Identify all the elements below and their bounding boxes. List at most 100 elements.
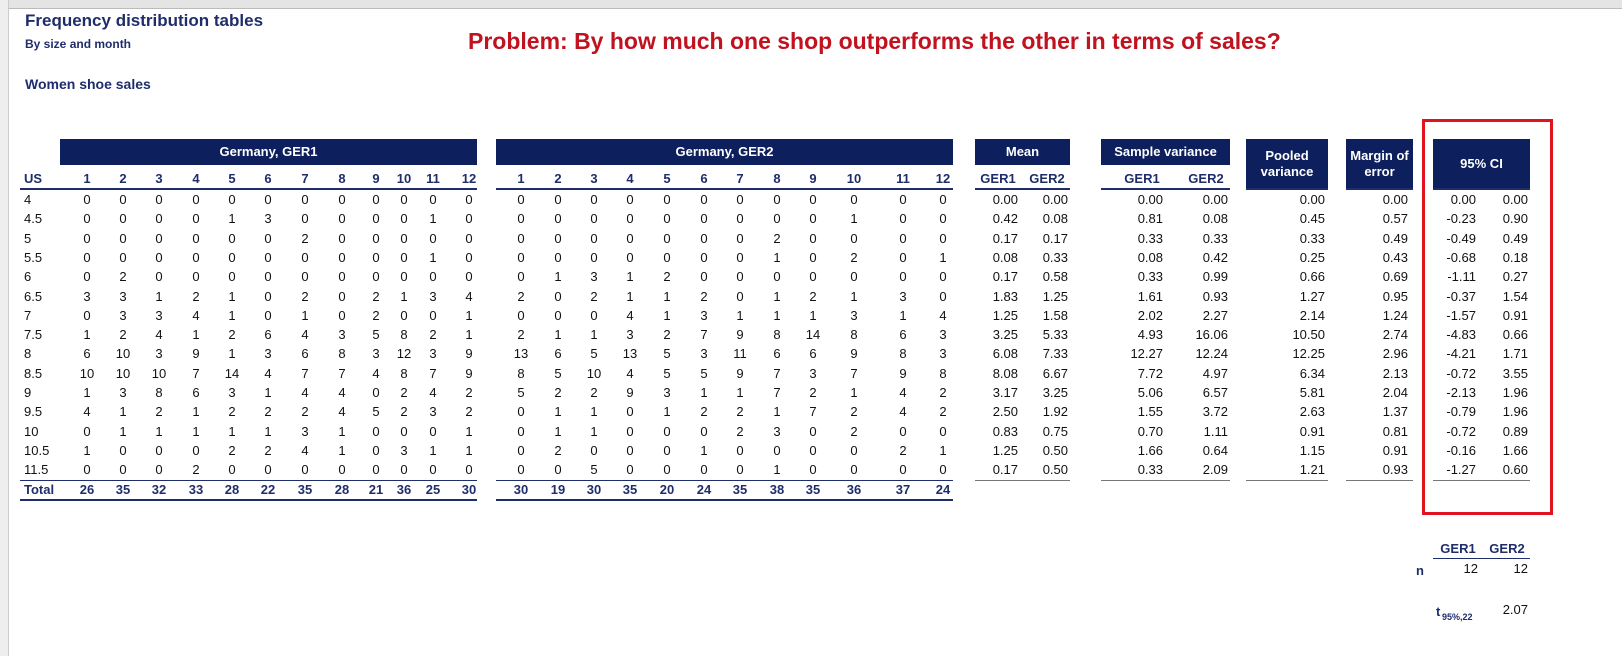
confidence-bound: 3.55 [1502, 365, 1528, 381]
count: 3 [429, 404, 437, 420]
count: 5 [663, 346, 671, 362]
count: 0 [700, 192, 708, 207]
count: 0 [554, 462, 562, 478]
count: 2 [736, 404, 744, 420]
count: 3 [155, 307, 163, 323]
count: 9 [192, 346, 200, 362]
count: 1 [773, 249, 781, 265]
count: 5 [590, 462, 598, 478]
count: 1 [228, 288, 236, 304]
mean: 0.50 [1042, 462, 1068, 478]
mean: 0.42 [992, 211, 1018, 227]
margin-of-error: 0.81 [1382, 423, 1408, 439]
count: 10 [115, 365, 131, 381]
count: 0 [736, 269, 744, 285]
month-header: 2 [554, 171, 562, 186]
highlight-box [1422, 119, 1553, 515]
shop-header: GER1 [1124, 171, 1160, 186]
count: 1 [554, 404, 562, 420]
count: 0 [517, 192, 525, 207]
confidence-bound: 0.89 [1502, 423, 1528, 439]
count: 0 [517, 423, 525, 439]
size-label: 5 [24, 230, 32, 246]
count: 0 [700, 423, 708, 439]
variance: 4.93 [1137, 327, 1163, 343]
margin-of-error: 0.43 [1382, 249, 1408, 265]
total: 32 [151, 482, 167, 497]
count: 0 [465, 249, 473, 265]
count: 8 [400, 365, 408, 381]
variance: 0.70 [1137, 423, 1163, 439]
count: 1 [939, 442, 947, 458]
count: 0 [626, 442, 634, 458]
variance: 2.02 [1137, 307, 1163, 323]
count: 0 [899, 249, 907, 265]
total: 33 [188, 482, 204, 497]
count: 0 [939, 423, 947, 439]
count: 4 [83, 404, 91, 420]
month-header: 5 [663, 171, 671, 186]
margin-of-error: 0.69 [1382, 269, 1408, 285]
rule [1101, 480, 1230, 481]
count: 6 [264, 327, 272, 343]
variance: 0.64 [1202, 442, 1228, 458]
confidence-bound: -1.27 [1446, 462, 1476, 478]
mean: 0.58 [1042, 269, 1068, 285]
count: 0 [554, 307, 562, 323]
rule [496, 499, 953, 501]
count: 7 [773, 365, 781, 381]
count: 2 [264, 404, 272, 420]
count: 0 [192, 211, 200, 227]
count: 2 [590, 385, 598, 400]
count: 1 [939, 249, 947, 265]
count: 3 [590, 269, 598, 285]
count: 0 [119, 442, 127, 458]
count: 0 [429, 423, 437, 439]
variance: 4.97 [1202, 365, 1228, 381]
mean: 2.50 [992, 404, 1018, 420]
count: 1 [264, 423, 272, 439]
mean: 8.08 [992, 365, 1018, 381]
mean: 0.17 [992, 462, 1018, 478]
mean: 1.25 [1042, 288, 1068, 304]
count: 0 [939, 230, 947, 246]
variance: 0.81 [1137, 211, 1163, 227]
month-header: 6 [264, 171, 272, 186]
count: 0 [809, 249, 817, 265]
count: 2 [517, 288, 525, 304]
confidence-bound: -4.21 [1446, 346, 1476, 362]
count: 4 [155, 327, 163, 343]
count: 0 [228, 230, 236, 246]
confidence-bound: 0.00 [1502, 192, 1528, 207]
count: 4 [192, 307, 200, 323]
count: 10 [115, 346, 131, 362]
count: 0 [626, 230, 634, 246]
count: 0 [773, 211, 781, 227]
count: 2 [192, 462, 200, 478]
variance: 0.00 [1137, 192, 1163, 207]
count: 0 [192, 269, 200, 285]
count: 0 [192, 230, 200, 246]
total: 25 [425, 482, 441, 497]
mean: 1.58 [1042, 307, 1068, 323]
count: 8 [155, 385, 163, 400]
month-header: 12 [935, 171, 951, 186]
pooled-variance: 12.25 [1292, 346, 1325, 362]
count: 3 [899, 288, 907, 304]
count: 4 [338, 385, 346, 400]
margin-of-error: 1.37 [1382, 404, 1408, 420]
count: 0 [590, 442, 598, 458]
column-header-strip [0, 0, 1622, 9]
rule [1246, 480, 1328, 481]
variance: 6.57 [1202, 385, 1228, 400]
count: 0 [372, 442, 380, 458]
pooled-variance: 6.34 [1299, 365, 1325, 381]
count: 3 [773, 423, 781, 439]
confidence-bound: 1.71 [1502, 346, 1528, 362]
variance: 0.42 [1202, 249, 1228, 265]
count: 0 [850, 269, 858, 285]
margin-of-error: 0.95 [1382, 288, 1408, 304]
count: 0 [429, 462, 437, 478]
count: 1 [119, 404, 127, 420]
count: 6 [83, 346, 91, 362]
